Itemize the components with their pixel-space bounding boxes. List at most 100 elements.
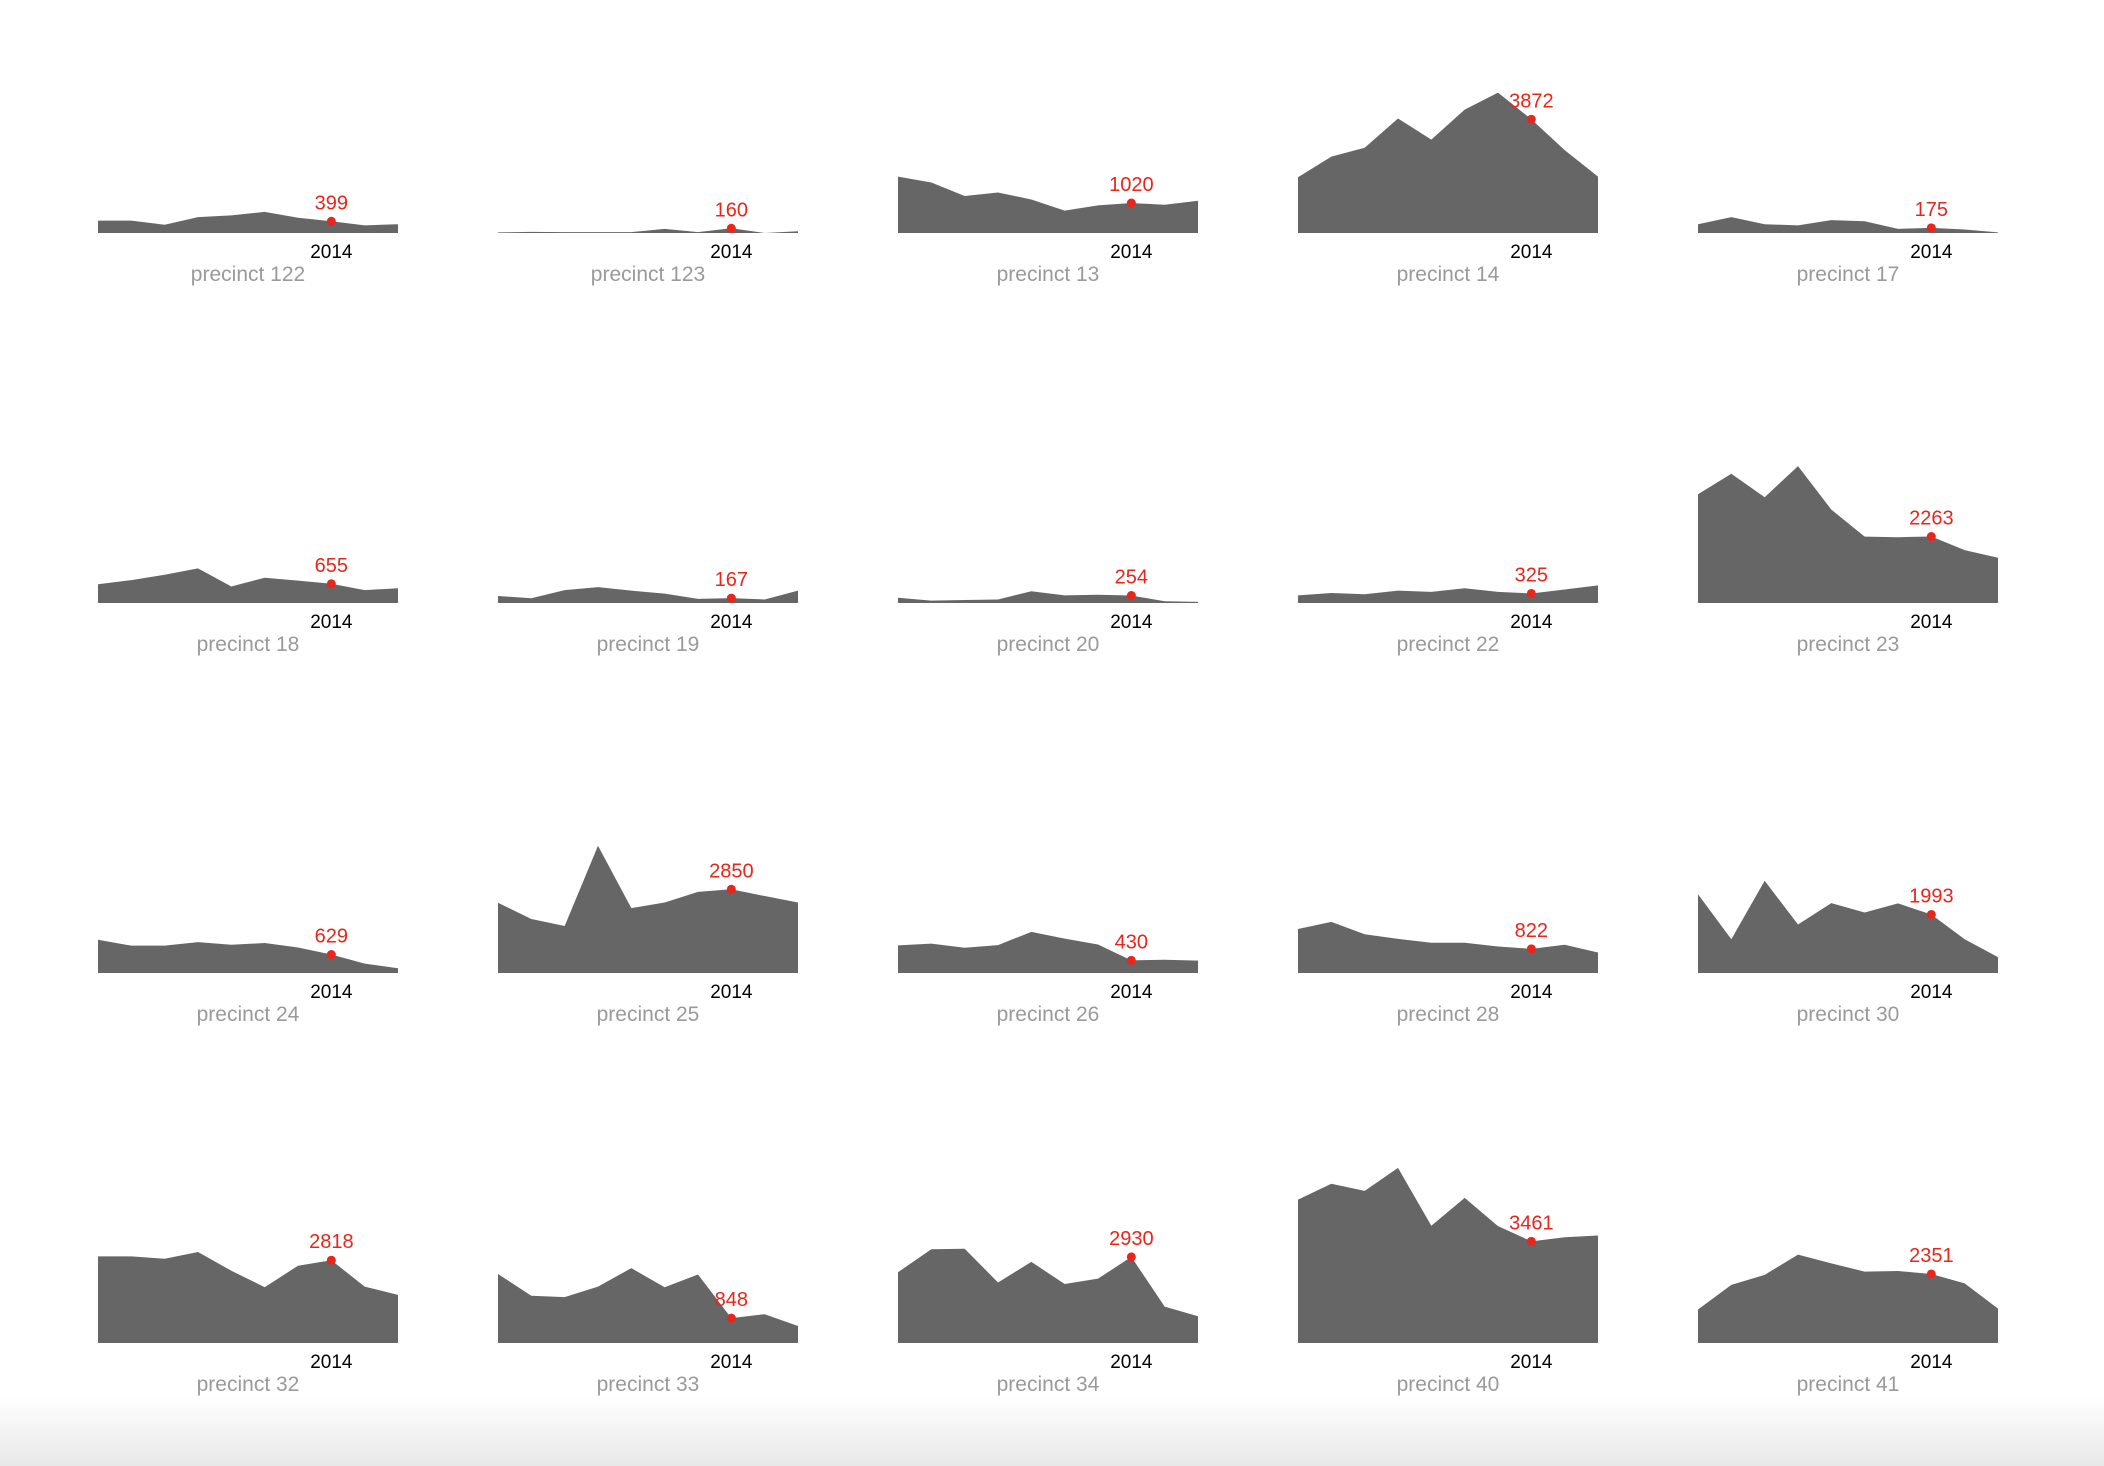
highlight-point <box>326 950 336 960</box>
highlight-point <box>1926 1269 1936 1279</box>
area-series <box>898 591 1198 603</box>
area-chart: 2818 2014 <box>98 1231 398 1373</box>
highlight-value-label: 175 <box>1915 199 1948 221</box>
precinct-panel: 655 2014 precinct 18 <box>98 403 398 693</box>
area-series <box>1298 1167 1598 1343</box>
year-tick-label: 2014 <box>310 612 353 633</box>
precinct-panel: 2818 2014 precinct 32 <box>98 1143 398 1433</box>
highlight-point <box>1126 198 1136 208</box>
highlight-point <box>1526 944 1536 954</box>
area-chart: 325 2014 <box>1298 564 1598 633</box>
precinct-caption: precinct 26 <box>996 1003 1100 1026</box>
precinct-panel: 160 2014 precinct 123 <box>498 33 798 323</box>
precinct-panel: 325 2014 precinct 22 <box>1298 403 1598 693</box>
highlight-value-label: 2351 <box>1909 1245 1954 1267</box>
precinct-caption: precinct 13 <box>996 263 1100 286</box>
area-series <box>898 176 1198 233</box>
highlight-value-label: 822 <box>1515 920 1548 942</box>
area-chart: 629 2014 <box>98 926 398 1003</box>
highlight-value-label: 2263 <box>1909 508 1954 530</box>
area-chart: 822 2014 <box>1298 920 1598 1003</box>
precinct-caption: precinct 32 <box>196 1373 300 1396</box>
precinct-caption: precinct 122 <box>190 263 306 286</box>
bottom-shadow <box>0 1396 2104 1466</box>
precinct-panel: 254 2014 precinct 20 <box>898 403 1198 693</box>
highlight-value-label: 254 <box>1115 567 1148 589</box>
highlight-point <box>1526 1236 1536 1246</box>
precinct-panel: 629 2014 precinct 24 <box>98 773 398 1063</box>
highlight-point <box>1126 1252 1136 1262</box>
area-chart: 655 2014 <box>98 555 398 633</box>
area-series <box>898 1248 1198 1343</box>
highlight-point <box>1926 909 1936 919</box>
year-tick-label: 2014 <box>710 242 753 263</box>
highlight-value-label: 2818 <box>309 1231 354 1253</box>
highlight-value-label: 160 <box>715 199 748 221</box>
highlight-value-label: 3872 <box>1509 90 1554 112</box>
year-tick-label: 2014 <box>1110 242 1153 263</box>
precinct-caption: precinct 40 <box>1396 1373 1500 1396</box>
highlight-value-label: 430 <box>1115 931 1148 953</box>
highlight-value-label: 325 <box>1515 564 1548 586</box>
area-chart: 175 2014 <box>1698 199 1998 263</box>
precinct-caption: precinct 18 <box>196 633 300 656</box>
year-tick-label: 2014 <box>1910 242 1953 263</box>
area-chart: 430 2014 <box>898 931 1198 1003</box>
precinct-panel: 2850 2014 precinct 25 <box>498 773 798 1063</box>
year-tick-label: 2014 <box>710 612 753 633</box>
highlight-point <box>726 1313 736 1323</box>
area-chart: 2850 2014 <box>498 845 798 1003</box>
precinct-panel: 167 2014 precinct 19 <box>498 403 798 693</box>
precinct-caption: precinct 30 <box>1796 1003 1900 1026</box>
area-series <box>98 1251 398 1343</box>
area-series <box>1698 466 1998 603</box>
precinct-caption: precinct 22 <box>1396 633 1500 656</box>
highlight-point <box>726 223 736 233</box>
precinct-panel: 3461 2014 precinct 40 <box>1298 1143 1598 1433</box>
precinct-caption: precinct 14 <box>1396 263 1500 286</box>
area-series <box>98 568 398 603</box>
area-series <box>98 939 398 973</box>
highlight-point <box>326 216 336 226</box>
area-series <box>498 845 798 973</box>
area-series <box>498 1268 798 1343</box>
area-chart: 2263 2014 <box>1698 466 1998 633</box>
area-chart: 1020 2014 <box>898 174 1198 263</box>
year-tick-label: 2014 <box>1910 612 1953 633</box>
area-series <box>1298 921 1598 973</box>
precinct-caption: precinct 23 <box>1796 633 1900 656</box>
highlight-value-label: 848 <box>715 1289 748 1311</box>
highlight-value-label: 2930 <box>1109 1228 1154 1250</box>
year-tick-label: 2014 <box>1910 1352 1953 1373</box>
precinct-panel: 399 2014 precinct 122 <box>98 33 398 323</box>
highlight-point <box>1126 955 1136 965</box>
year-tick-label: 2014 <box>310 1352 353 1373</box>
precinct-caption: precinct 19 <box>596 633 700 656</box>
area-series <box>898 931 1198 973</box>
highlight-point <box>1526 588 1536 598</box>
area-series <box>498 228 798 233</box>
precinct-caption: precinct 24 <box>196 1003 300 1026</box>
highlight-value-label: 1020 <box>1109 174 1154 196</box>
year-tick-label: 2014 <box>1510 1352 1553 1373</box>
year-tick-label: 2014 <box>710 982 753 1003</box>
precinct-caption: precinct 28 <box>1396 1003 1500 1026</box>
highlight-point <box>1926 532 1936 542</box>
area-chart: 160 2014 <box>498 199 798 263</box>
year-tick-label: 2014 <box>310 982 353 1003</box>
highlight-point <box>1926 223 1936 233</box>
precinct-panel: 1020 2014 precinct 13 <box>898 33 1198 323</box>
year-tick-label: 2014 <box>1510 982 1553 1003</box>
precinct-panel: 848 2014 precinct 33 <box>498 1143 798 1433</box>
highlight-value-label: 1993 <box>1909 885 1954 907</box>
highlight-value-label: 629 <box>315 926 348 948</box>
area-chart: 399 2014 <box>98 192 398 263</box>
precinct-panel: 1993 2014 precinct 30 <box>1698 773 1998 1063</box>
area-chart: 3872 2014 <box>1298 90 1598 263</box>
area-series <box>498 587 798 603</box>
highlight-point <box>726 884 736 894</box>
area-chart: 2351 2014 <box>1698 1245 1998 1373</box>
highlight-point <box>1126 591 1136 601</box>
area-chart: 2930 2014 <box>898 1228 1198 1373</box>
